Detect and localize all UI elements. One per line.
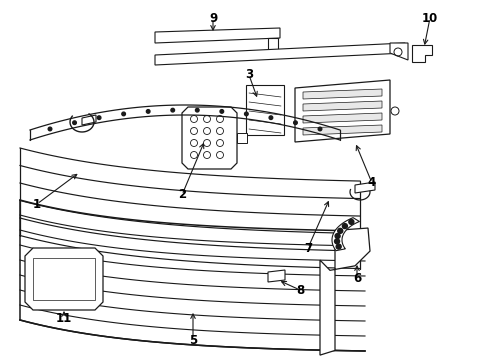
Polygon shape bbox=[155, 43, 404, 65]
Text: 6: 6 bbox=[352, 271, 360, 284]
Circle shape bbox=[171, 108, 174, 112]
Polygon shape bbox=[82, 115, 96, 125]
Circle shape bbox=[122, 112, 125, 116]
Text: 2: 2 bbox=[178, 189, 185, 202]
Polygon shape bbox=[182, 107, 237, 169]
Polygon shape bbox=[245, 85, 284, 135]
Polygon shape bbox=[303, 89, 381, 99]
Circle shape bbox=[73, 121, 76, 125]
Text: 8: 8 bbox=[295, 284, 304, 297]
Circle shape bbox=[337, 228, 342, 233]
Polygon shape bbox=[303, 101, 381, 111]
Circle shape bbox=[220, 109, 223, 113]
Text: 10: 10 bbox=[421, 12, 437, 24]
Circle shape bbox=[48, 127, 52, 131]
Polygon shape bbox=[258, 52, 267, 58]
Text: 4: 4 bbox=[367, 176, 375, 189]
Circle shape bbox=[268, 116, 272, 120]
Circle shape bbox=[195, 108, 199, 112]
Circle shape bbox=[348, 219, 353, 224]
Polygon shape bbox=[25, 248, 103, 310]
Circle shape bbox=[146, 109, 150, 113]
Text: 9: 9 bbox=[208, 12, 217, 24]
Circle shape bbox=[334, 234, 340, 239]
Circle shape bbox=[342, 224, 346, 229]
Circle shape bbox=[318, 127, 321, 131]
Polygon shape bbox=[303, 113, 381, 123]
Text: 7: 7 bbox=[304, 242, 311, 255]
Polygon shape bbox=[354, 182, 374, 193]
Polygon shape bbox=[294, 80, 389, 142]
Polygon shape bbox=[411, 45, 431, 62]
Circle shape bbox=[293, 121, 297, 125]
Text: 1: 1 bbox=[33, 198, 41, 211]
Circle shape bbox=[244, 112, 247, 116]
Polygon shape bbox=[155, 28, 280, 43]
Circle shape bbox=[334, 239, 339, 244]
Bar bbox=[33, 258, 95, 300]
Polygon shape bbox=[237, 133, 246, 143]
Polygon shape bbox=[267, 270, 285, 282]
Text: 3: 3 bbox=[244, 68, 253, 81]
Text: 5: 5 bbox=[188, 333, 197, 346]
Polygon shape bbox=[389, 43, 407, 60]
Text: 11: 11 bbox=[56, 311, 72, 324]
Circle shape bbox=[97, 116, 101, 120]
Polygon shape bbox=[303, 125, 381, 135]
Polygon shape bbox=[319, 228, 369, 355]
Polygon shape bbox=[267, 38, 278, 55]
Circle shape bbox=[335, 244, 341, 249]
Polygon shape bbox=[331, 218, 359, 251]
